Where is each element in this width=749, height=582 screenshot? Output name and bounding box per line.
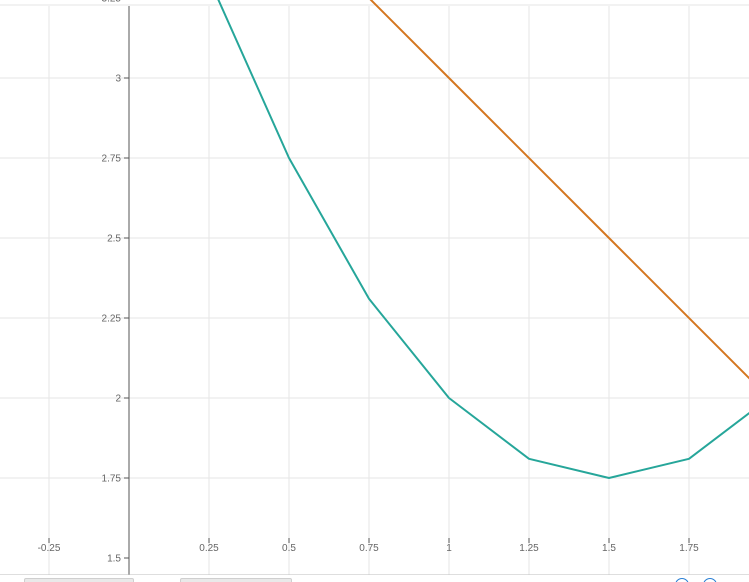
y-tick-labels: 1.51.7522.252.52.7533.253.53.7544.254.54… bbox=[102, 0, 122, 565]
x-tick-label: -0.25 bbox=[38, 543, 61, 554]
y-tick-label: 2.5 bbox=[107, 234, 121, 245]
x-tick-label: 0.75 bbox=[359, 543, 379, 554]
y-tick-label: 2.25 bbox=[102, 314, 122, 325]
y-tick-label: 1.75 bbox=[102, 474, 122, 485]
y-tick-label: 2.75 bbox=[102, 154, 122, 165]
x-tick-label: 0.5 bbox=[282, 543, 296, 554]
toolbar-button-a[interactable] bbox=[675, 578, 689, 582]
y-tick-label: 1.5 bbox=[107, 554, 121, 565]
bottom-toolbar bbox=[0, 575, 749, 582]
x-tick-label: 1 bbox=[446, 543, 452, 554]
toolbar-control-left[interactable] bbox=[24, 578, 134, 582]
x-tick-label: 1.75 bbox=[679, 543, 699, 554]
y-tick-label: 3.25 bbox=[102, 0, 122, 5]
x-tick-labels: 0.75-0.5-0.250.250.50.7511.251.51.7522.2… bbox=[38, 543, 700, 554]
toolbar-button-b[interactable] bbox=[703, 578, 717, 582]
toolbar-control-middle[interactable] bbox=[180, 578, 292, 582]
x-tick-label: 1.25 bbox=[519, 543, 539, 554]
x-tick-label: 0.25 bbox=[199, 543, 219, 554]
x-tick-label: 1.5 bbox=[602, 543, 616, 554]
y-tick-label: 3 bbox=[115, 74, 121, 85]
series-line-parabola bbox=[217, 0, 749, 479]
y-tick-label: 2 bbox=[115, 394, 121, 405]
